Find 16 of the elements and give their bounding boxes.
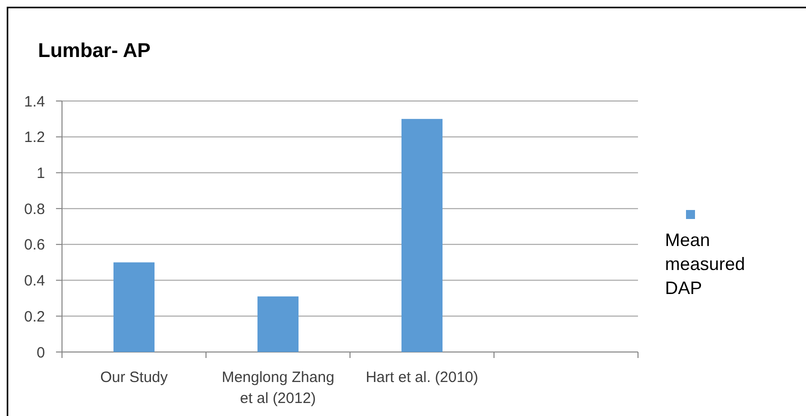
- y-tick-label: 0.4: [24, 272, 45, 290]
- legend-label: Mean measured DAP: [665, 230, 746, 298]
- y-tick-label: 1: [36, 164, 45, 182]
- x-tick-label: Menglong Zhang et al (2012): [222, 369, 334, 407]
- y-tick-label: 0.8: [24, 200, 45, 218]
- y-tick-label: 0.6: [24, 236, 45, 254]
- bar: [113, 262, 155, 352]
- chart-title: Lumbar- AP: [38, 40, 151, 62]
- bar: [257, 296, 299, 352]
- bar: [401, 118, 443, 352]
- y-tick-label: 1.4: [24, 93, 45, 110]
- x-tick-label: Our Study: [100, 369, 168, 386]
- y-tick-label: 0.2: [24, 308, 45, 326]
- y-tick-label: 1.2: [24, 129, 45, 146]
- y-tick-label: 0: [36, 344, 45, 362]
- x-tick-label: Hart et al. (2010): [366, 369, 478, 386]
